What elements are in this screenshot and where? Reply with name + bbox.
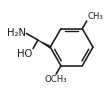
Text: H₂N: H₂N — [7, 28, 26, 38]
Polygon shape — [38, 40, 50, 48]
Text: OCH₃: OCH₃ — [44, 75, 67, 84]
Text: HO: HO — [17, 49, 32, 59]
Text: CH₃: CH₃ — [86, 11, 102, 21]
